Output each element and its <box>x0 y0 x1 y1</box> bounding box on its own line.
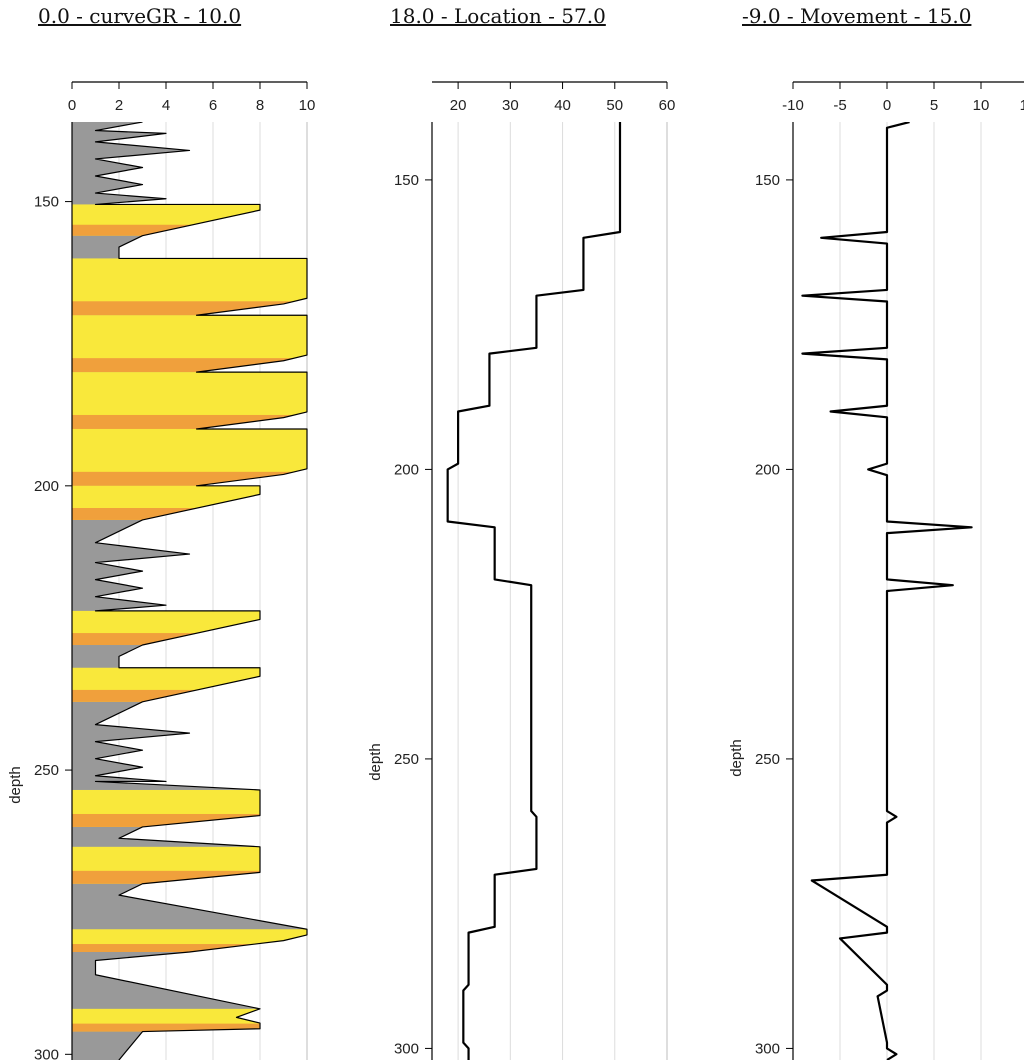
gr-curve <box>94 122 308 1060</box>
x-tick-label-1-4: 60 <box>659 97 676 114</box>
shale-band-0 <box>72 224 307 236</box>
data-curve-1 <box>446 122 622 1060</box>
y-tick-label-1-2: 250 <box>394 751 419 768</box>
data-curve-2 <box>801 122 973 1060</box>
curve-group-2 <box>801 122 973 1060</box>
track-1: 20 30 40 50 60 150 200 250 300 depth <box>367 81 676 1060</box>
y-tick-label-0-1: 200 <box>34 478 59 495</box>
y-axis-title-2: depth <box>728 739 745 777</box>
x-tick-label-1-0: 20 <box>450 97 467 114</box>
curve-group-0 <box>94 122 308 1060</box>
shale-band-10 <box>72 944 307 952</box>
y-tick-label-2-0: 150 <box>755 172 780 189</box>
track-title-movement: -9.0 - Movement - 15.0 <box>742 4 972 28</box>
shale-band-9 <box>72 870 307 884</box>
track-title-location: 18.0 - Location - 57.0 <box>390 4 606 28</box>
x-tick-label-1-2: 40 <box>554 97 571 114</box>
y-axis-title-1: depth <box>367 743 384 781</box>
y-tick-label-1-1: 200 <box>394 461 419 478</box>
x-tick-label-2-4: 10 <box>973 97 990 114</box>
x-tick-label-1-1: 30 <box>502 97 519 114</box>
fill-group-0 <box>72 122 307 1060</box>
x-tick-label-2-1: -5 <box>833 97 846 114</box>
x-tick-label-2-3: 5 <box>930 97 938 114</box>
y-tick-label-0-3: 300 <box>34 1046 59 1060</box>
track-0: 0 2 4 6 8 10 150 200 250 300 depth <box>7 81 316 1060</box>
y-tick-label-2-2: 250 <box>755 751 780 768</box>
x-tick-label-2-5: 15 <box>1020 97 1024 114</box>
y-tick-label-1-0: 150 <box>394 172 419 189</box>
curve-group-1 <box>446 122 622 1060</box>
shale-band-11 <box>72 1023 307 1032</box>
track-title-gr: 0.0 - curveGR - 10.0 <box>38 4 242 28</box>
x-tick-label-1-3: 50 <box>606 97 623 114</box>
track-2: -10 -5 0 5 10 15 150 200 250 300 depth <box>728 81 1024 1060</box>
x-tick-label-2-2: 0 <box>883 97 891 114</box>
shale-band-2 <box>72 358 307 373</box>
y-tick-label-0-2: 250 <box>34 762 59 779</box>
x-tick-label-0-3: 6 <box>209 97 217 114</box>
y-tick-label-2-3: 300 <box>755 1040 780 1057</box>
y-axis-title-0: depth <box>7 766 24 804</box>
y-tick-label-0-0: 150 <box>34 194 59 211</box>
x-tick-label-0-5: 10 <box>299 97 316 114</box>
x-tick-label-0-4: 8 <box>256 97 264 114</box>
fill-inner-0 <box>72 122 307 1060</box>
x-tick-label-0-2: 4 <box>162 97 170 114</box>
x-tick-label-2-0: -10 <box>782 97 804 114</box>
shale-band-8 <box>72 813 307 827</box>
x-tick-label-0-0: 0 <box>68 97 76 114</box>
y-tick-label-2-1: 200 <box>755 461 780 478</box>
shale-band-1 <box>72 301 307 316</box>
x-tick-label-0-1: 2 <box>115 97 123 114</box>
shale-band-3 <box>72 414 307 429</box>
y-tick-label-1-3: 300 <box>394 1040 419 1057</box>
shale-band-4 <box>72 471 307 486</box>
